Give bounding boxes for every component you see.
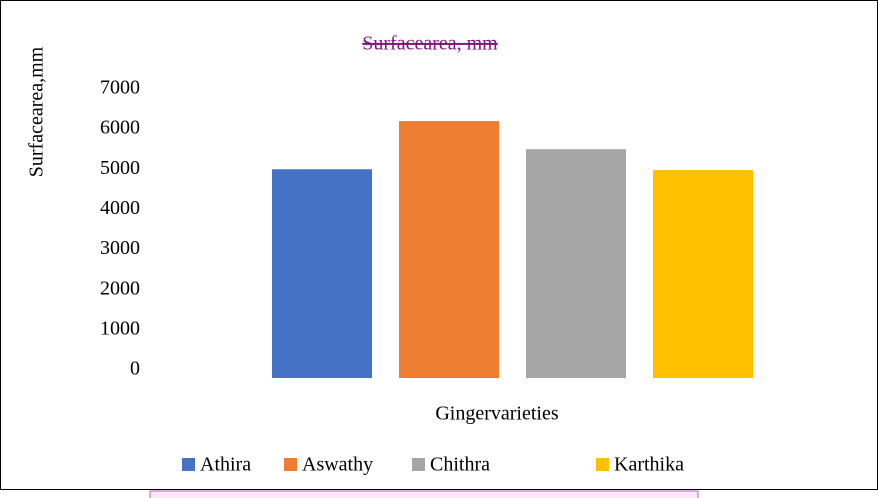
x-axis-label: Gingervarieties (435, 403, 558, 425)
chart-title: Surfacearea, mm (362, 33, 498, 55)
legend-swatch (596, 458, 609, 471)
legend-swatch (284, 458, 297, 471)
y-tick-label: 4000 (100, 197, 140, 219)
bar (653, 170, 753, 378)
y-tick-label: 0 (130, 358, 140, 380)
bar (272, 169, 372, 378)
y-axis-label: Surfacearea,mm (26, 46, 48, 177)
y-tick-label: 7000 (100, 77, 140, 99)
y-tick-label: 3000 (100, 237, 140, 259)
legend-label: Athira (200, 454, 251, 476)
legend-label: Chithra (430, 454, 490, 476)
y-tick-label: 1000 (100, 317, 140, 339)
comment-box (149, 490, 699, 498)
y-tick-label: 2000 (100, 277, 140, 299)
legend-swatch (182, 458, 195, 471)
bar (399, 121, 499, 378)
y-tick-label: 5000 (100, 157, 140, 179)
legend-label: Karthika (614, 454, 684, 476)
y-tick-label: 6000 (100, 117, 140, 139)
legend-label: Aswathy (302, 454, 373, 476)
bar (526, 149, 626, 378)
legend-swatch (412, 458, 425, 471)
